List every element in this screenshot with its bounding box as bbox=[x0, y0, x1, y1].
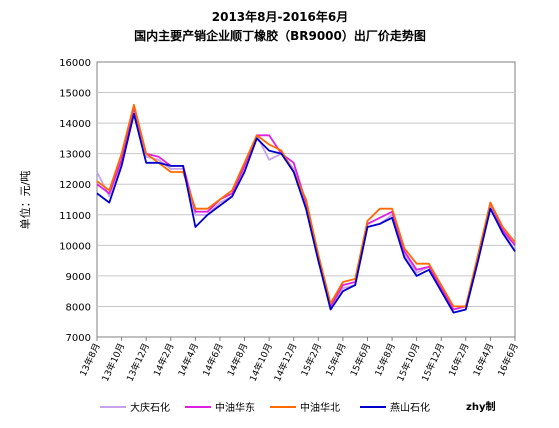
y-tick-label: 12000 bbox=[59, 180, 91, 191]
x-tick-label: 15年2月 bbox=[298, 341, 324, 378]
x-tick-label: 15年10月 bbox=[394, 341, 422, 383]
legend-label: 燕山石化 bbox=[390, 401, 430, 414]
series-line-4 bbox=[96, 113, 516, 314]
x-tick-label: 14年10月 bbox=[247, 341, 275, 383]
x-tick-label: 16年6月 bbox=[495, 341, 521, 378]
x-tick-label: 14年12月 bbox=[271, 341, 299, 383]
x-tick-label: 14年8月 bbox=[225, 341, 251, 378]
y-tick-label: 16000 bbox=[59, 58, 91, 69]
y-tick-label: 11000 bbox=[59, 211, 91, 222]
y-tick-label: 13000 bbox=[59, 150, 91, 161]
x-tick-label: 14年6月 bbox=[200, 341, 226, 378]
chart-title-line2: 国内主要产销企业顺丁橡胶（BR9000）出厂价走势图 bbox=[134, 28, 426, 43]
y-tick-label: 7000 bbox=[66, 333, 91, 344]
chart-credit: zhy制 bbox=[466, 400, 495, 413]
y-tick-label: 8000 bbox=[66, 302, 91, 313]
y-axis-label: 单位：元/吨 bbox=[18, 171, 32, 230]
x-tick-label: 14年2月 bbox=[151, 341, 177, 378]
x-tick-label: 16年2月 bbox=[446, 341, 472, 378]
x-tick-label: 13年12月 bbox=[124, 341, 152, 383]
chart-title-line1: 2013年8月-2016年6月 bbox=[212, 9, 348, 24]
x-tick-label: 15年12月 bbox=[419, 341, 447, 383]
x-tick-label: 16年4月 bbox=[470, 341, 496, 378]
x-tick-label: 15年6月 bbox=[347, 341, 373, 378]
legend-label: 中油华东 bbox=[215, 401, 255, 414]
legend-label: 大庆石化 bbox=[130, 401, 170, 414]
x-tick-label: 15年8月 bbox=[372, 341, 398, 378]
x-tick-label: 15年4月 bbox=[323, 341, 349, 378]
series-line-3 bbox=[96, 103, 516, 308]
y-tick-label: 15000 bbox=[59, 89, 91, 100]
legend-label: 中油华北 bbox=[300, 401, 340, 414]
x-tick-label: 14年4月 bbox=[175, 341, 201, 378]
y-tick-label: 10000 bbox=[59, 241, 91, 252]
x-tick-label: 13年10月 bbox=[99, 341, 127, 383]
x-tick-label: 13年8月 bbox=[77, 341, 103, 378]
y-tick-label: 9000 bbox=[66, 272, 91, 283]
y-tick-label: 14000 bbox=[59, 119, 91, 130]
